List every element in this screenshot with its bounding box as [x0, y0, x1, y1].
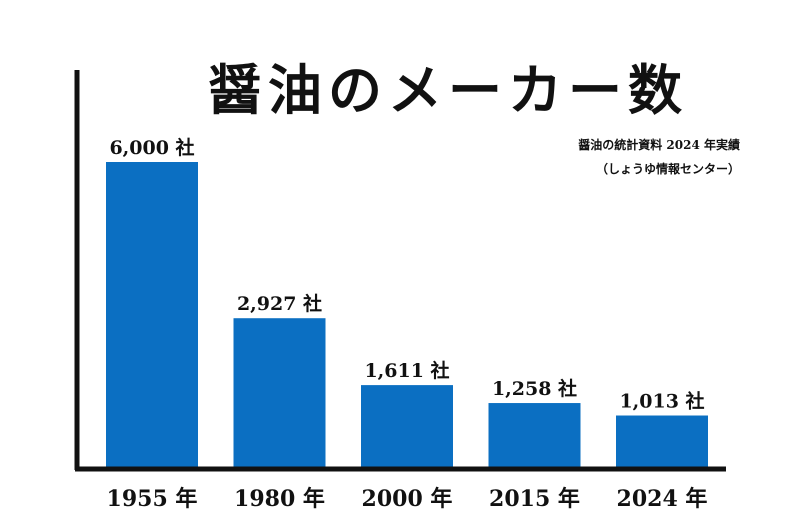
- bar-3: [488, 403, 581, 467]
- value-label-0: 6,000 社: [109, 136, 194, 159]
- chart-title: 醤油のメーカー数: [208, 58, 688, 122]
- category-labels-group: 1955 年 1980 年 2000 年 2015 年 2024 年: [107, 486, 708, 512]
- bar-4: [616, 415, 708, 467]
- source-note-line-1: 醤油の統計資料 2024 年実績: [578, 138, 740, 152]
- category-label-3: 2015 年: [489, 486, 580, 512]
- bar-0: [106, 162, 198, 467]
- value-label-1: 2,927 社: [237, 292, 322, 315]
- category-label-0: 1955 年: [107, 486, 198, 512]
- bars-group: [106, 162, 708, 467]
- value-label-2: 1,611 社: [364, 359, 449, 382]
- category-label-4: 2024 年: [617, 486, 708, 512]
- bar-2: [361, 385, 453, 467]
- value-label-3: 1,258 社: [492, 377, 577, 400]
- value-label-4: 1,013 社: [619, 390, 704, 413]
- source-note-line-2: （しょうゆ情報センター）: [595, 162, 740, 176]
- category-label-1: 1980 年: [234, 486, 325, 512]
- category-label-2: 2000 年: [362, 486, 453, 512]
- bar-1: [233, 318, 326, 467]
- value-labels-group: 6,000 社 2,927 社 1,611 社 1,258 社 1,013 社: [109, 136, 704, 413]
